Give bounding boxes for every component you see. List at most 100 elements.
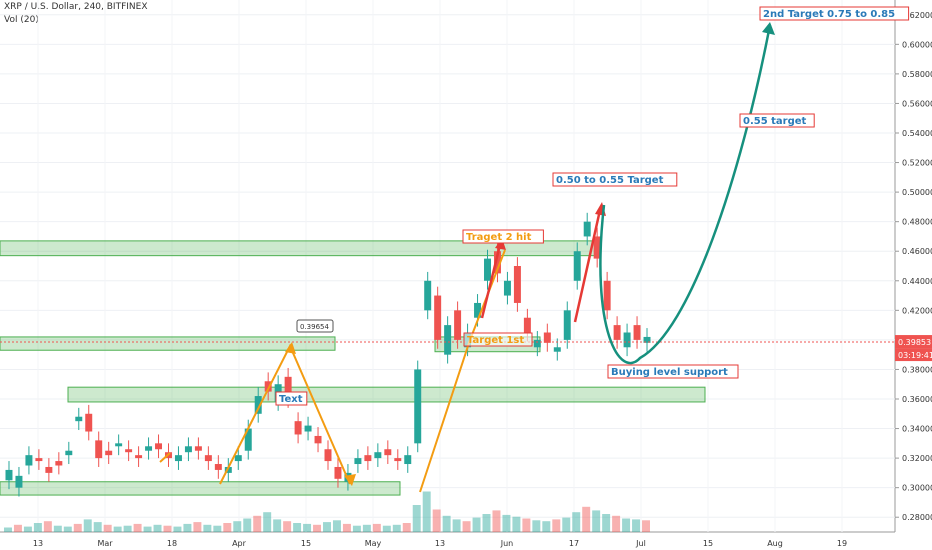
volume-bar <box>522 518 531 532</box>
volume-bar <box>303 523 312 532</box>
annotation-text-box <box>275 391 308 406</box>
volume-bar <box>462 521 471 532</box>
candle <box>284 376 292 399</box>
annotation-target050: 0.50 to 0.55 Target <box>556 175 664 186</box>
volume-bar <box>552 519 561 532</box>
candle <box>294 421 302 435</box>
volume-bar <box>123 525 132 532</box>
y-tick-label: 0.54000 <box>902 129 932 138</box>
volume-bar <box>83 519 92 532</box>
candle <box>444 325 452 355</box>
candle <box>474 302 482 318</box>
candle <box>513 266 521 303</box>
y-tick-label: 0.34000 <box>902 425 932 434</box>
candle <box>5 469 13 481</box>
candle <box>55 461 63 466</box>
y-tick-label: 0.52000 <box>902 159 932 168</box>
candle <box>264 381 272 392</box>
volume-bar <box>452 519 461 532</box>
candle <box>254 396 262 414</box>
annotation-target050-box <box>552 172 678 187</box>
volume-bar <box>602 514 611 532</box>
volume-bar <box>163 525 172 532</box>
candle <box>374 452 382 459</box>
volume-bar <box>622 518 631 532</box>
annotation-traget2hit: Traget 2 hit <box>466 232 532 243</box>
y-tick-label: 0.50000 <box>902 188 932 197</box>
x-tick-label: 17 <box>569 539 579 548</box>
volume-bar <box>143 526 152 532</box>
volume-bar <box>422 491 431 532</box>
volume-bar <box>63 526 72 532</box>
volume-bar <box>313 524 322 532</box>
volume-bar <box>153 524 162 532</box>
volume-bar <box>173 526 182 532</box>
volume-bar <box>273 519 282 532</box>
candle <box>204 455 212 462</box>
candle <box>354 458 362 465</box>
volume-bar <box>183 523 192 532</box>
current-price-box <box>895 335 932 349</box>
volume-bar <box>392 524 401 532</box>
x-tick-label: Mar <box>97 539 113 548</box>
candle <box>394 458 402 462</box>
volume-bar <box>243 518 252 532</box>
volume-bar <box>432 509 441 532</box>
volume-bar <box>482 514 491 532</box>
annotation-target1st: Target 1st <box>467 335 524 346</box>
candle <box>214 464 222 470</box>
red-arrow-2 <box>573 209 602 323</box>
candle <box>424 280 432 311</box>
volume-bar <box>572 512 581 532</box>
zone-low-support <box>0 481 401 496</box>
volume-bar <box>582 506 591 532</box>
volume-bar <box>103 524 112 532</box>
projection-curve <box>599 24 772 365</box>
volume-bar <box>442 515 451 532</box>
y-tick-label: 0.48000 <box>902 218 932 227</box>
x-tick-label: 18 <box>167 539 177 548</box>
volume-bar <box>562 517 571 532</box>
candle <box>484 258 491 281</box>
arrowhead <box>344 474 356 486</box>
candle <box>174 455 182 462</box>
x-tick-label: May <box>365 539 382 548</box>
volume-bar <box>342 523 351 532</box>
candle <box>75 416 83 422</box>
annotation-target055-box <box>739 113 815 128</box>
current-price-label: 0.39853 <box>898 338 931 347</box>
candle <box>623 332 631 348</box>
y-tick-label: 0.44000 <box>902 277 932 286</box>
annotation-target1st-box <box>463 332 533 347</box>
y-tick-label: 0.38000 <box>902 365 932 374</box>
symbol-title: XRP / U.S. Dollar, 240, BITFINEX <box>4 2 148 12</box>
volume-bar <box>213 525 222 532</box>
annotation-target2: 2nd Target 0.75 to 0.85 <box>763 9 895 20</box>
volume-bar <box>133 523 142 532</box>
volume-bar <box>372 523 381 532</box>
candle <box>583 221 591 237</box>
red-arrow-1 <box>480 244 502 319</box>
y-tick-label: 0.62000 <box>902 11 932 20</box>
candle <box>533 339 541 348</box>
volume-bar <box>402 523 411 532</box>
volume-bar <box>502 514 511 532</box>
y-tick-label: 0.46000 <box>902 247 932 256</box>
candle <box>573 251 581 281</box>
candle <box>633 325 641 340</box>
candle <box>145 446 153 451</box>
arrowhead <box>285 342 296 354</box>
candle <box>234 455 242 462</box>
y-tick-label: 0.32000 <box>902 454 932 463</box>
candle <box>35 458 43 462</box>
candle <box>324 449 332 462</box>
volume-bar <box>542 521 551 532</box>
annotation-buying-box <box>607 364 739 379</box>
volume-bar <box>592 510 601 532</box>
x-tick-label: 13 <box>435 539 445 548</box>
y-tick-label: 0.60000 <box>902 40 932 49</box>
candle <box>563 310 571 340</box>
volume-bar <box>233 521 242 532</box>
candle <box>105 450 113 456</box>
